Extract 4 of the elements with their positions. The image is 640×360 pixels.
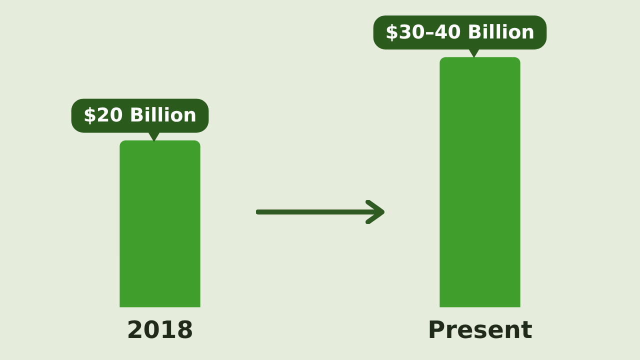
x-tick-label: Present xyxy=(428,316,532,344)
data-label: $20 Billion xyxy=(83,104,197,127)
x-tick-label: 2018 xyxy=(126,316,194,344)
data-label: $30–40 Billion xyxy=(385,21,535,44)
